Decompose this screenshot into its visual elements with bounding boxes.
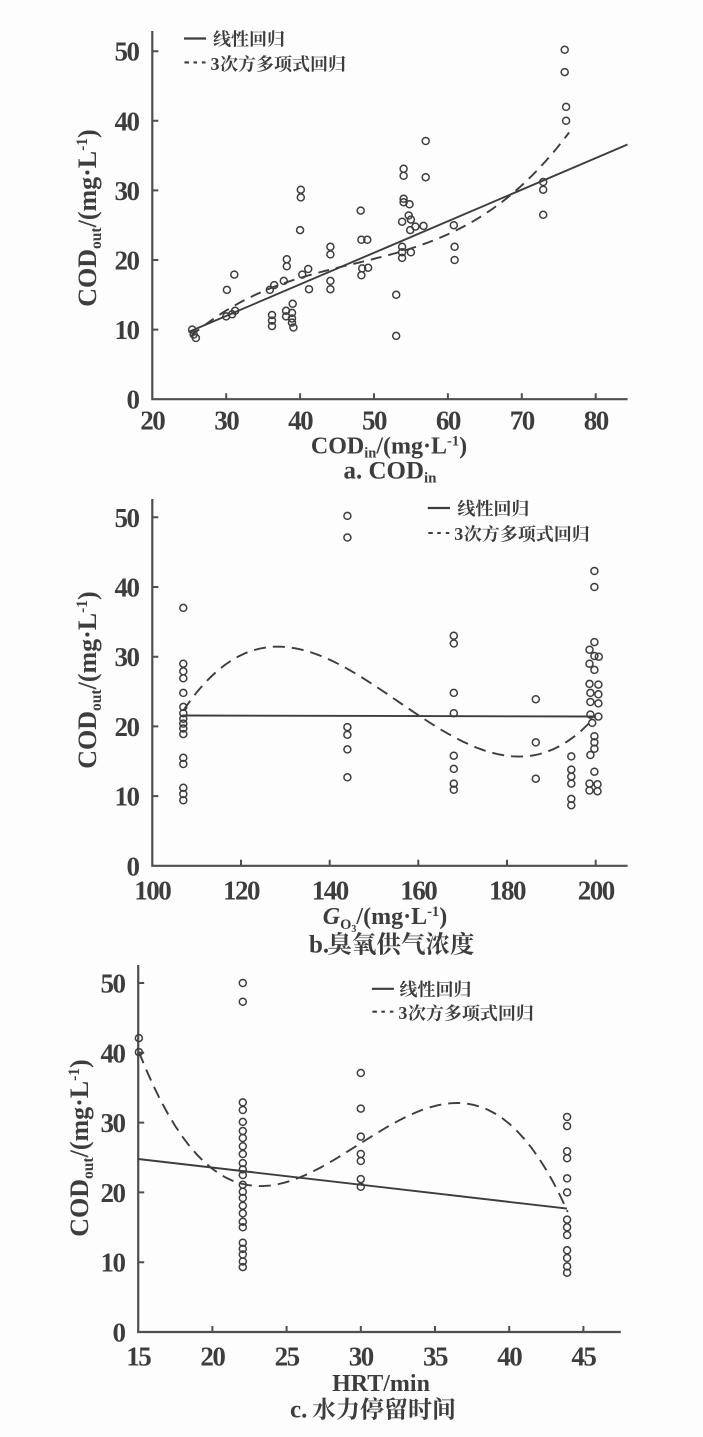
svg-text:100: 100 xyxy=(134,876,171,906)
svg-text:40: 40 xyxy=(101,1038,126,1068)
svg-text:a. CODin: a. CODin xyxy=(343,458,437,487)
svg-text:40: 40 xyxy=(497,1342,522,1372)
svg-text:10: 10 xyxy=(115,782,140,812)
svg-text:70: 70 xyxy=(510,406,535,436)
svg-text:20: 20 xyxy=(115,246,140,276)
svg-text:0: 0 xyxy=(127,851,140,881)
svg-text:10: 10 xyxy=(101,1248,126,1278)
svg-text:40: 40 xyxy=(288,406,313,436)
svg-text:50: 50 xyxy=(101,969,126,999)
svg-text:40: 40 xyxy=(115,573,140,603)
svg-text:20: 20 xyxy=(140,406,165,436)
svg-text:80: 80 xyxy=(584,406,609,436)
svg-text:CODout/(mg·L-1): CODout/(mg·L-1) xyxy=(73,129,105,306)
svg-text:CODout/(mg·L-1): CODout/(mg·L-1) xyxy=(73,591,105,768)
svg-text:c.: c. xyxy=(290,1397,307,1424)
svg-text:200: 200 xyxy=(578,876,615,906)
svg-text:50: 50 xyxy=(362,406,387,436)
svg-text:b.: b. xyxy=(309,932,329,959)
svg-text:50: 50 xyxy=(115,503,140,533)
svg-text:3: 3 xyxy=(454,524,463,544)
svg-text:HRT/min: HRT/min xyxy=(332,1371,430,1397)
svg-text:20: 20 xyxy=(101,1178,126,1208)
svg-text:30: 30 xyxy=(214,406,239,436)
svg-text:30: 30 xyxy=(115,642,140,672)
svg-text:50: 50 xyxy=(115,37,140,67)
svg-text:CODout/(mg·L-1): CODout/(mg·L-1) xyxy=(65,1059,97,1236)
svg-text:120: 120 xyxy=(223,876,260,906)
svg-text:3: 3 xyxy=(398,1003,407,1023)
svg-text:20: 20 xyxy=(200,1342,225,1372)
svg-text:15: 15 xyxy=(126,1342,151,1372)
svg-text:CODin/(mg·L-1): CODin/(mg·L-1) xyxy=(311,434,467,462)
svg-text:GO3/(mg·L-1): GO3/(mg·L-1) xyxy=(323,904,447,935)
svg-text:140: 140 xyxy=(312,876,349,906)
svg-text:10: 10 xyxy=(115,315,140,345)
svg-text:20: 20 xyxy=(115,712,140,742)
svg-text:30: 30 xyxy=(101,1108,126,1138)
svg-text:3: 3 xyxy=(211,54,220,74)
svg-text:30: 30 xyxy=(115,176,140,206)
svg-text:160: 160 xyxy=(400,876,437,906)
svg-text:25: 25 xyxy=(275,1342,300,1372)
svg-text:45: 45 xyxy=(571,1342,596,1372)
svg-text:0: 0 xyxy=(127,385,140,415)
svg-text:35: 35 xyxy=(423,1342,448,1372)
svg-text:60: 60 xyxy=(436,406,461,436)
svg-text:30: 30 xyxy=(349,1342,374,1372)
svg-text:0: 0 xyxy=(113,1318,126,1348)
svg-text:180: 180 xyxy=(489,876,526,906)
svg-text:40: 40 xyxy=(115,106,140,136)
